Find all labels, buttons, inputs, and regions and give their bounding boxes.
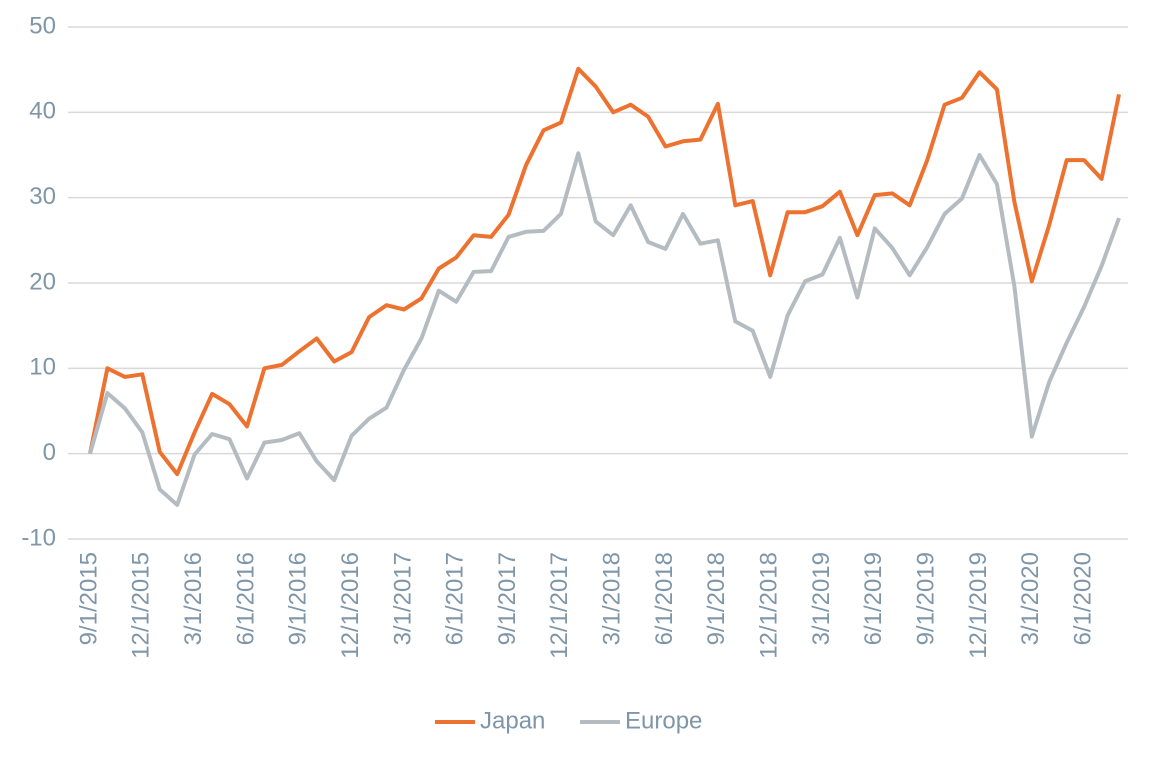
x-tick-label: 3/1/2017 [389, 552, 416, 645]
x-tick-label: 6/1/2016 [232, 552, 259, 645]
x-tick-label: 9/1/2018 [703, 552, 730, 645]
x-tick-label: 12/1/2016 [337, 552, 364, 659]
legend-label: Japan [480, 707, 545, 734]
y-tick-label: 40 [29, 98, 56, 125]
x-tick-label: 3/1/2019 [808, 552, 835, 645]
legend-label: Europe [625, 707, 702, 734]
line-series [88, 151, 1121, 507]
x-tick-label: 6/1/2018 [651, 552, 678, 645]
y-tick-label: -10 [21, 524, 56, 551]
x-tick-label: 6/1/2020 [1069, 552, 1096, 645]
x-tick-label: 3/1/2016 [180, 552, 207, 645]
y-tick-label: 50 [29, 12, 56, 39]
x-tick-label: 12/1/2017 [546, 552, 573, 659]
y-tick-label: 20 [29, 268, 56, 295]
x-tick-label: 12/1/2018 [756, 552, 783, 659]
x-tick-label: 9/1/2015 [75, 552, 102, 645]
x-tick-label: 9/1/2017 [494, 552, 521, 645]
x-tick-label: 3/1/2020 [1017, 552, 1044, 645]
line-series [88, 66, 1121, 477]
x-tick-label: 9/1/2019 [912, 552, 939, 645]
x-tick-label: 12/1/2015 [128, 552, 155, 659]
x-tick-label: 6/1/2017 [442, 552, 469, 645]
x-tick-label: 9/1/2016 [285, 552, 312, 645]
y-tick-label: 10 [29, 354, 56, 381]
x-tick-label: 3/1/2018 [599, 552, 626, 645]
y-tick-label: 0 [43, 439, 56, 466]
y-tick-label: 30 [29, 183, 56, 210]
x-tick-label: 6/1/2019 [860, 552, 887, 645]
x-tick-label: 12/1/2019 [965, 552, 992, 659]
